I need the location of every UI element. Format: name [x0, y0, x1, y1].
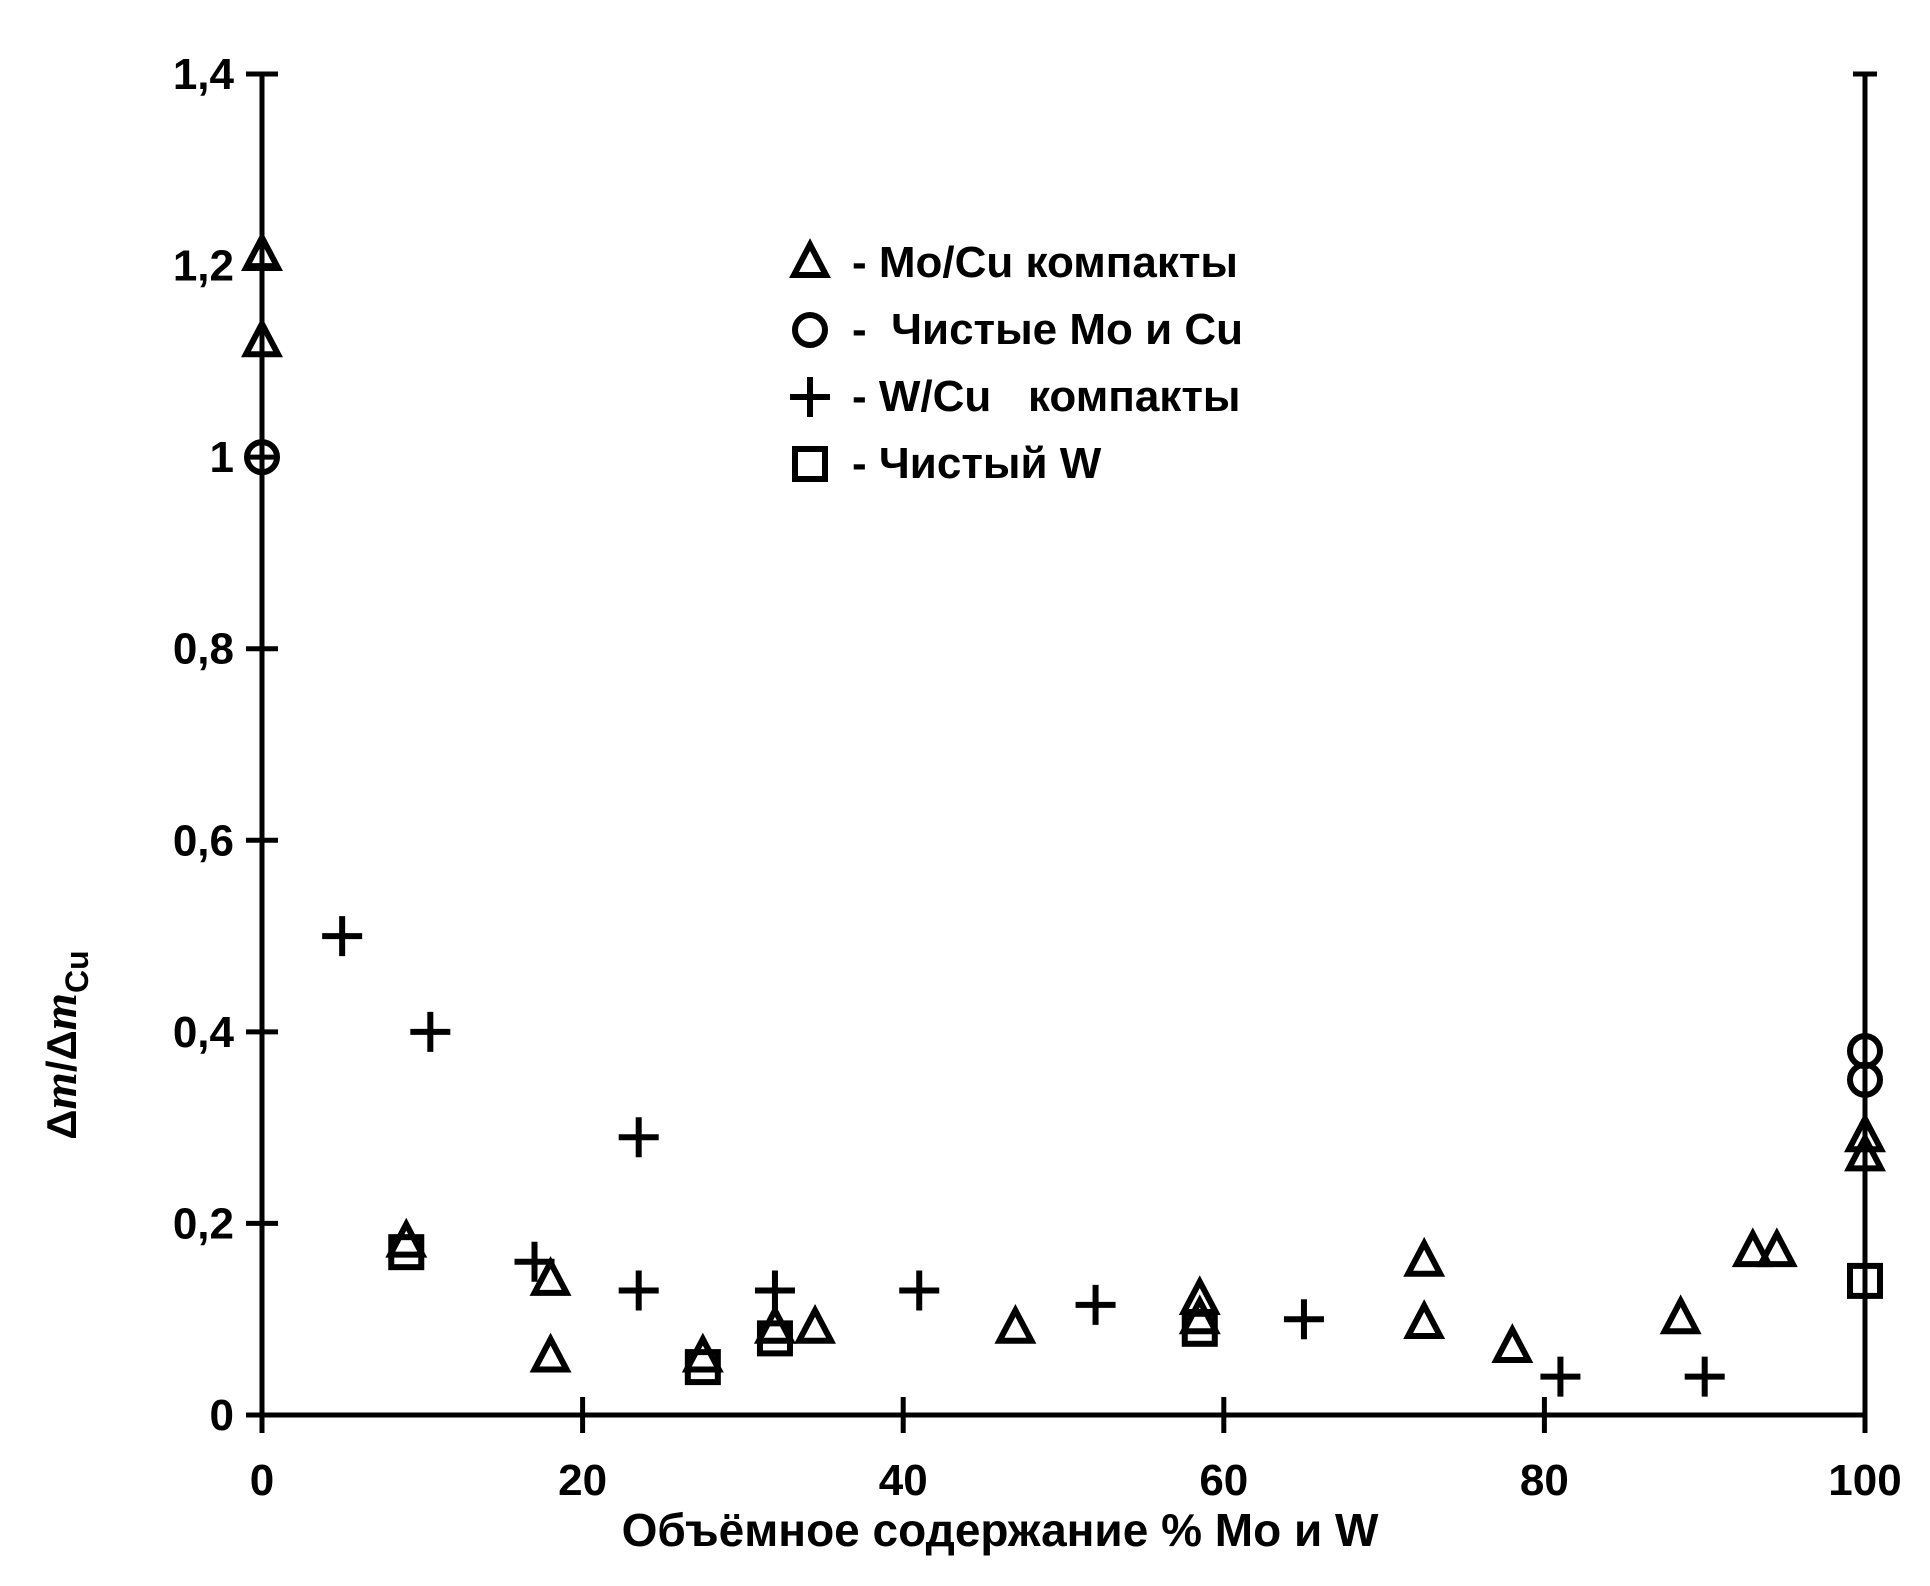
triangle-point — [1755, 1227, 1798, 1268]
square-point — [388, 1234, 425, 1271]
square-point — [1847, 1262, 1883, 1299]
y-tick-label: 1,4 — [173, 50, 235, 99]
y-tick-label: 1 — [210, 433, 234, 482]
triangle-point — [1731, 1227, 1774, 1268]
plus-point — [322, 916, 363, 957]
plus-point — [899, 1270, 940, 1311]
plus-point — [618, 1270, 659, 1311]
triangle-point — [241, 317, 283, 358]
legend-plus-icon — [790, 377, 830, 417]
triangle-point — [1844, 1131, 1886, 1172]
y-axis-title-subscript: Cu — [59, 950, 95, 993]
plus-point — [1283, 1299, 1324, 1340]
legend-label: - Чистые Mo и Cu — [852, 305, 1243, 354]
triangle-point — [1659, 1294, 1702, 1335]
triangle-point — [1403, 1299, 1446, 1340]
legend-circle-icon — [792, 312, 828, 348]
legend: - Mo/Cu компакты - Чистые Mo и Cu - W/Cu к… — [789, 238, 1243, 488]
legend-label: - Mo/Cu компакты — [852, 238, 1238, 287]
plus-point — [754, 1270, 795, 1311]
square-point — [1181, 1310, 1218, 1347]
y-tick-label: 0,4 — [173, 1008, 235, 1057]
y-tick-label: 1,2 — [173, 242, 234, 291]
triangle-point — [994, 1303, 1037, 1344]
y-tick-label: 0,2 — [173, 1199, 234, 1248]
y-axis-title-m-2: m — [34, 993, 87, 1030]
triangle-point — [794, 1303, 837, 1344]
y-axis-title-slash: / — [38, 1060, 85, 1072]
x-tick-label: 40 — [879, 1456, 928, 1505]
x-tick-label: 80 — [1520, 1456, 1569, 1505]
square-point — [756, 1320, 793, 1357]
triangle-point — [529, 1332, 572, 1373]
triangle-point — [241, 231, 283, 271]
plus-point — [1075, 1284, 1116, 1325]
plus-point — [514, 1241, 555, 1282]
y-tick-label: 0,8 — [173, 625, 234, 674]
triangle-point — [1403, 1236, 1446, 1277]
plus-point — [1540, 1356, 1581, 1397]
y-tick-label: 0 — [210, 1391, 234, 1440]
y-axis-title-delta-1: Δ — [38, 1110, 85, 1140]
x-tick-label: 60 — [1199, 1456, 1248, 1505]
triangle-point — [529, 1256, 572, 1296]
triangle-point — [1844, 1112, 1886, 1153]
triangle-point — [1491, 1323, 1534, 1363]
legend-label: - W/Cu компакты — [852, 372, 1240, 421]
square-point — [684, 1349, 721, 1386]
x-tick-label: 20 — [558, 1456, 607, 1505]
y-axis-title: Δm/ΔmCu — [34, 950, 95, 1139]
y-axis-title-delta-2: Δ — [38, 1030, 85, 1060]
plus-point — [1684, 1356, 1725, 1397]
axis-ticks: 0 0,2 0,4 0,6 0,8 1 1,2 1,4 0 20 40 60 80 100 — [173, 50, 1902, 1505]
axes — [250, 71, 1877, 1418]
y-axis-title-m-1: m — [34, 1072, 87, 1109]
x-tick-label: 100 — [1828, 1456, 1901, 1505]
circle-point — [1847, 1061, 1883, 1098]
legend-triangle-icon — [789, 238, 831, 278]
plus-point — [410, 1011, 451, 1052]
x-axis-title: Объёмное содержание % Mo и W — [622, 1504, 1379, 1556]
y-tick-label: 0,6 — [173, 816, 234, 865]
circle-point — [244, 439, 280, 476]
legend-square-icon — [792, 446, 828, 482]
x-tick-label: 0 — [250, 1456, 274, 1505]
legend-label: - Чистый W — [852, 439, 1102, 488]
plus-point — [618, 1117, 659, 1158]
data-points — [241, 231, 1886, 1397]
